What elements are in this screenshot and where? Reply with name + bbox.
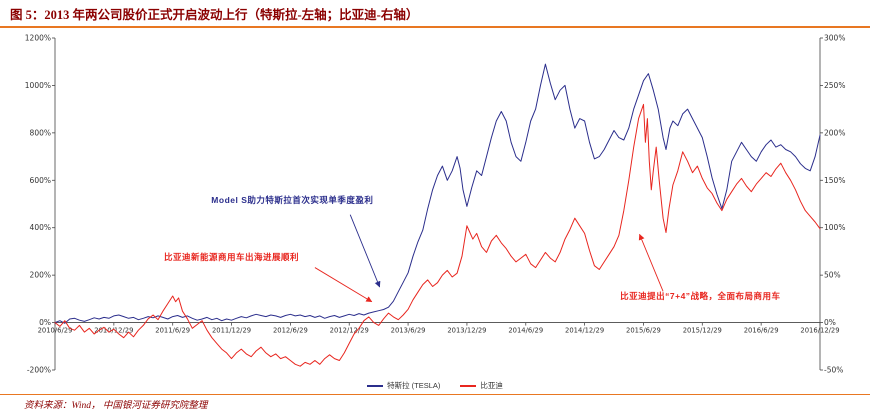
right-tick-label: 150% [824, 176, 845, 185]
x-tick-label: 2014/12/29 [565, 327, 604, 335]
right-axis-labels: 300% 250% 200% 150% 100% 50% 0% -50% [820, 34, 845, 375]
chart-area: 1200% 1000% 800% 600% 400% 200% 0% -200% 300% 250… [0, 28, 870, 394]
x-tick-label: 2011/12/29 [212, 327, 251, 335]
x-axis-labels: 2010/6/29 2010/12/29 2011/6/29 2011/12/29 20… [38, 322, 840, 335]
legend-item-tesla: 特斯拉 (TESLA) [367, 380, 440, 391]
x-tick-label: 2016/12/29 [800, 327, 839, 335]
tesla-line [54, 63, 821, 324]
right-tick-label: 50% [824, 271, 841, 280]
annotation-arrow-0 [349, 214, 381, 288]
x-tick-label: 2012/12/29 [330, 327, 369, 335]
axes [54, 38, 821, 370]
x-tick-label: 2014/6/29 [508, 327, 543, 335]
right-tick-label: 200% [824, 128, 845, 137]
x-tick-label: 2011/6/29 [155, 327, 190, 335]
right-tick-label: 0% [824, 318, 836, 327]
figure-title: 图 5：2013 年两公司股价正式开启波动上行（特斯拉-左轴；比亚迪-右轴） [10, 7, 419, 22]
left-tick-label: 400% [30, 223, 51, 232]
legend-label-tesla: 特斯拉 (TESLA) [387, 381, 441, 390]
right-tick-label: 100% [824, 223, 845, 232]
byd-line [54, 103, 821, 367]
annotation-text-1: 比亚迪新能源商用车出海进展顺利 [164, 251, 300, 262]
annotation-text-2: 比亚迪提出“7+4”战略，全面布局商用车 [620, 291, 781, 302]
tesla-line-swatch [367, 384, 384, 387]
chart-canvas: 1200% 1000% 800% 600% 400% 200% 0% -200% 300% 250… [25, 34, 846, 375]
x-tick-label: 2016/6/29 [744, 327, 779, 335]
left-tick-label: 1000% [25, 81, 51, 90]
left-tick-label: 1200% [25, 34, 51, 43]
left-tick-label: -200% [27, 366, 51, 375]
data-source-note: 资料来源：Wind， 中国银河证券研究院整理 [24, 401, 208, 411]
legend: 特斯拉 (TESLA) 比亚迪 [0, 380, 870, 391]
x-tick-label: 2013/12/29 [447, 327, 486, 335]
x-tick-label: 2010/6/29 [38, 327, 73, 335]
figure-header: 图 5：2013 年两公司股价正式开启波动上行（特斯拉-左轴；比亚迪-右轴） [0, 0, 870, 28]
x-tick-label: 2015/6/29 [626, 327, 661, 335]
legend-label-byd: 比亚迪 [480, 381, 503, 390]
x-tick-label: 2013/6/29 [391, 327, 426, 335]
byd-line-swatch [460, 384, 477, 387]
x-tick-label: 2015/12/29 [683, 327, 722, 335]
x-tick-label: 2010/12/29 [94, 327, 133, 335]
annotation-text-0: Model S助力特斯拉首次实现单季度盈利 [211, 195, 374, 206]
left-tick-label: 0% [39, 318, 51, 327]
legend-item-byd: 比亚迪 [460, 380, 503, 391]
x-tick-label: 2012/6/29 [273, 327, 308, 335]
annotation-arrow-2 [638, 233, 664, 292]
left-tick-label: 800% [30, 128, 51, 137]
left-axis-labels: 1200% 1000% 800% 600% 400% 200% 0% -200% [25, 34, 55, 375]
annotation-arrow-1 [314, 267, 373, 303]
figure-footer: 资料来源：Wind， 中国银河证券研究院整理 [0, 394, 870, 411]
right-tick-label: 300% [824, 34, 845, 43]
left-tick-label: 200% [30, 271, 51, 280]
right-tick-label: 250% [824, 81, 845, 90]
left-tick-label: 600% [30, 176, 51, 185]
right-tick-label: -50% [824, 366, 843, 375]
